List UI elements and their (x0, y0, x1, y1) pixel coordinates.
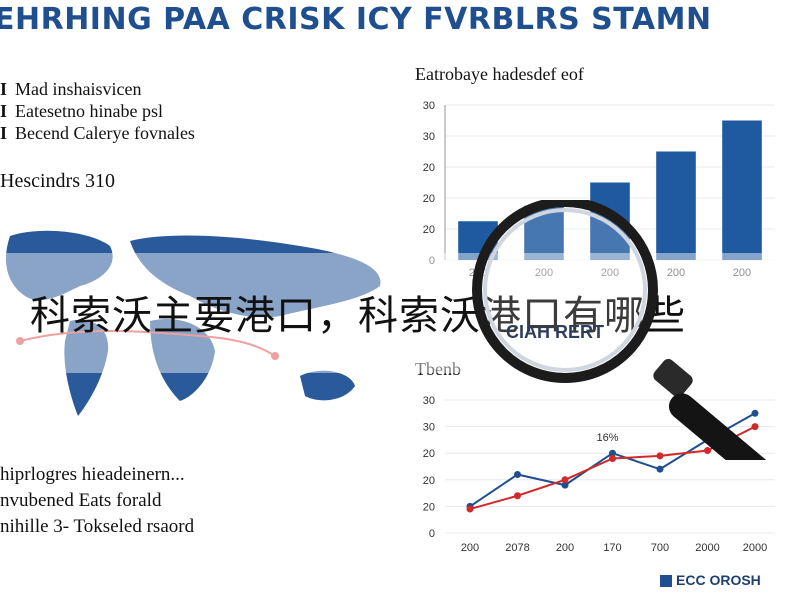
page-title: EHRHING PAA CRISK ICY FVRBLRS STAMN (0, 2, 712, 37)
x-tick-label: 170 (603, 542, 621, 554)
x-tick-label: 200 (667, 267, 685, 279)
bottom-line: hiprlogres hieadeinern... (0, 464, 185, 485)
bullet-text: Mad inshaisvicen (15, 79, 142, 99)
magnifier-collar (653, 358, 693, 398)
footer-brand: ECC OROSH (660, 572, 761, 588)
x-tick-label: 200 (461, 542, 479, 554)
magnifier-lens (472, 200, 658, 383)
map-land-south-america (64, 319, 109, 416)
x-tick-label: 2000 (743, 542, 767, 554)
data-point (514, 492, 521, 500)
y-tick-label: 20 (423, 193, 435, 205)
chart-title: Tbenb (415, 359, 461, 379)
list-item: I Becend Calerye fovnales (0, 123, 195, 143)
magnifier-icon: CIAH RERT (472, 200, 790, 460)
bar (722, 120, 762, 260)
map-land-australia (300, 370, 355, 401)
data-point (656, 452, 664, 460)
bottom-line: nihille 3- Tokseled rsaord (0, 516, 195, 537)
map-route (19, 330, 276, 357)
text-overlay-band (0, 253, 800, 373)
bullet-list: I Mad inshaisvicen I Eatesetno hinabe psl … (0, 78, 195, 144)
map-land-north-america (5, 230, 113, 301)
world-map-image (5, 230, 381, 416)
y-tick-label: 30 (423, 395, 435, 407)
chart-title: Eatrobaye hadesdef eof (415, 64, 584, 84)
brand-logo-icon (660, 575, 672, 588)
x-tick-label: 200 (535, 267, 553, 279)
y-tick-label: 20 (423, 501, 435, 513)
x-tick-label: 200 (601, 267, 619, 279)
map-marker (271, 352, 279, 360)
magnifier-glass-text: CIAH RERT (506, 322, 604, 342)
list-item: I Mad inshaisvicen (0, 79, 142, 99)
data-point (561, 476, 569, 484)
y-tick-label: 0 (429, 528, 435, 540)
data-point (609, 455, 616, 463)
y-tick-label: 20 (423, 162, 435, 174)
magnifier-handle (668, 393, 790, 460)
bottom-text-block: hiprlogres hieadeinern... nvubened Eats … (0, 462, 194, 540)
y-tick-label: 30 (423, 100, 435, 112)
x-tick-label: 700 (651, 542, 669, 554)
x-tick-label: 200 (733, 267, 751, 279)
x-tick-label: 200 (556, 542, 574, 554)
data-point (609, 449, 616, 457)
y-tick-label: 20 (423, 448, 435, 460)
bottom-line: nvubened Eats forald (0, 490, 162, 511)
overlay-chinese-text: 科索沃主要港口，科索沃港口有哪些 (30, 293, 686, 339)
section-subheading: Hescindrs 310 (0, 170, 115, 192)
data-point (751, 423, 759, 431)
bullet-text: Becend Calerye fovnales (15, 123, 195, 143)
bar-chart: Eatrobaye hadesdef eof 0 20 20 20 30 30 200 200 2… (415, 64, 775, 279)
map-land-africa (150, 319, 215, 401)
map-land-eurasia (130, 235, 381, 318)
data-point (514, 470, 521, 478)
data-point (561, 481, 569, 489)
y-tick-label: 30 (423, 422, 435, 434)
data-point (751, 409, 759, 417)
bar (656, 151, 696, 260)
x-tick-label: 2000 (695, 542, 719, 554)
y-tick-label: 30 (423, 131, 435, 143)
magnifier-rim-highlight (483, 208, 647, 372)
data-point (656, 465, 664, 473)
data-point (466, 505, 474, 513)
bullet-text: Eatesetno hinabe psl (15, 101, 163, 121)
y-tick-label: 20 (423, 475, 435, 487)
y-tick-label: 0 (429, 255, 435, 267)
y-tick-label: 20 (423, 224, 435, 236)
footer-brand-text: ECC OROSH (676, 572, 761, 588)
map-marker (16, 337, 24, 345)
list-item: I Eatesetno hinabe psl (0, 101, 163, 121)
chart-annotation: 16% (596, 432, 618, 444)
data-point (704, 447, 711, 455)
x-tick-label: 2078 (505, 542, 529, 554)
